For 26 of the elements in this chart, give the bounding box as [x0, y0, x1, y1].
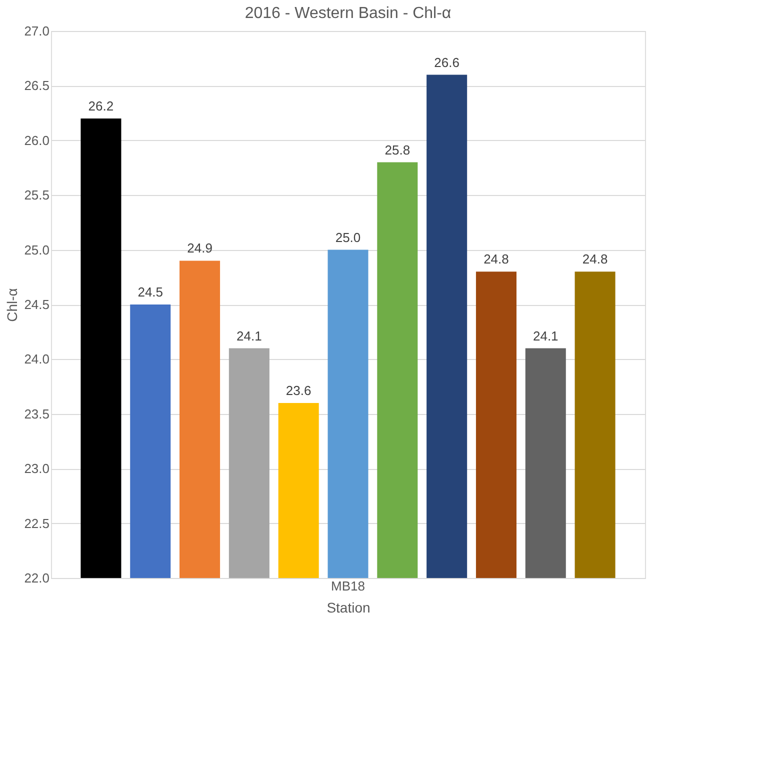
y-tick-label: 22.0: [24, 570, 50, 586]
y-tick-label: 24.0: [24, 352, 50, 367]
data-label: 24.5: [138, 284, 164, 300]
x-axis-title: Station: [326, 600, 370, 616]
y-tick-label: 23.0: [24, 461, 50, 476]
x-tick-label: MB18: [331, 578, 365, 594]
y-tick-label: 25.0: [24, 242, 50, 258]
data-label: 24.9: [187, 240, 212, 256]
data-label: 26.2: [88, 98, 114, 114]
data-label: 25.8: [384, 142, 410, 158]
y-tick-label: 23.5: [24, 406, 50, 422]
data-label: 24.1: [532, 328, 558, 344]
data-label: 24.8: [582, 252, 608, 267]
y-tick-label: 22.5: [24, 516, 50, 531]
y-tick-label: 25.5: [24, 188, 50, 203]
y-tick-label: 24.5: [24, 297, 50, 312]
y-tick-label: 26.5: [24, 78, 50, 94]
data-label: 24.8: [484, 252, 509, 267]
data-label: 26.6: [434, 54, 460, 70]
data-label: 23.6: [286, 382, 312, 398]
data-label: 25.0: [335, 230, 361, 245]
y-tick-label: 26.0: [24, 132, 50, 148]
data-label: 24.1: [236, 328, 262, 344]
y-axis-title: Chl-α: [4, 288, 20, 322]
chart-title: 2016 - Western Basin - Chl-α: [244, 5, 452, 22]
y-tick-label: 27.0: [24, 24, 50, 38]
